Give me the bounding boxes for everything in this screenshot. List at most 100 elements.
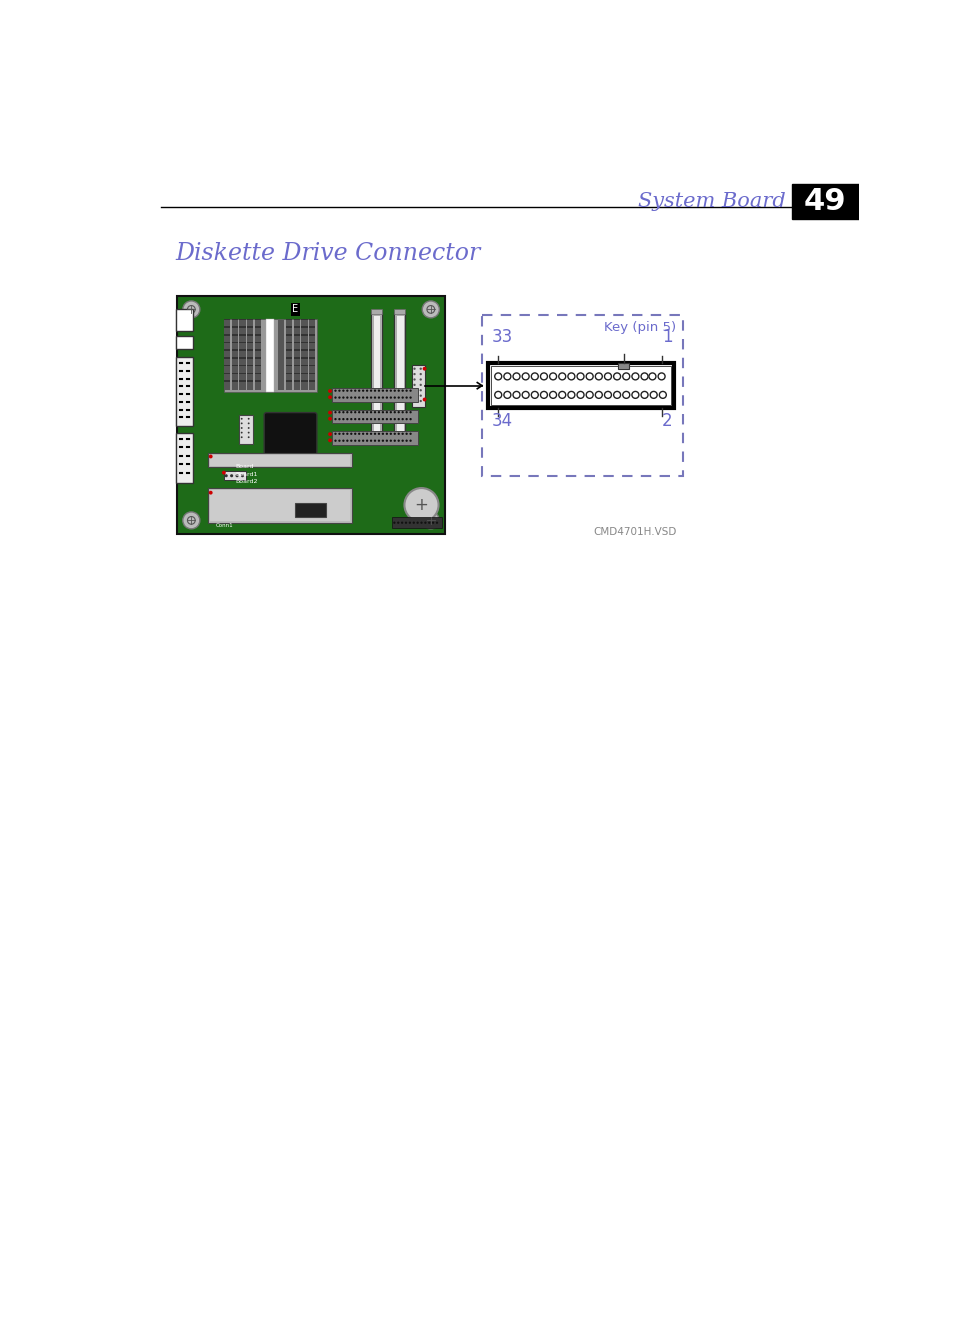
Circle shape <box>405 397 407 399</box>
Circle shape <box>224 474 228 477</box>
Circle shape <box>342 418 344 421</box>
Bar <box>239 342 245 343</box>
Circle shape <box>495 373 501 379</box>
Circle shape <box>334 440 336 442</box>
Bar <box>286 381 292 382</box>
Circle shape <box>401 418 403 421</box>
Circle shape <box>361 397 364 399</box>
Text: 2: 2 <box>661 411 672 430</box>
Bar <box>247 381 253 382</box>
Bar <box>488 363 674 407</box>
Bar <box>286 364 292 366</box>
Circle shape <box>346 390 348 391</box>
Circle shape <box>420 521 422 524</box>
Circle shape <box>604 373 611 379</box>
Bar <box>301 320 307 390</box>
Circle shape <box>595 373 601 379</box>
Circle shape <box>385 418 388 421</box>
Circle shape <box>354 433 356 436</box>
Circle shape <box>361 390 364 391</box>
Bar <box>254 334 261 335</box>
Circle shape <box>241 474 244 477</box>
Circle shape <box>381 440 384 442</box>
Circle shape <box>422 398 426 402</box>
Bar <box>254 381 261 382</box>
Circle shape <box>350 440 352 442</box>
Circle shape <box>350 418 352 421</box>
Circle shape <box>346 440 348 442</box>
Bar <box>278 320 284 390</box>
Circle shape <box>640 373 647 379</box>
Circle shape <box>401 433 403 436</box>
Circle shape <box>377 433 379 436</box>
Circle shape <box>613 391 620 398</box>
Bar <box>286 334 292 335</box>
Circle shape <box>394 440 395 442</box>
Bar <box>224 342 230 343</box>
Circle shape <box>346 433 348 436</box>
Circle shape <box>385 433 388 436</box>
Circle shape <box>577 391 583 398</box>
Circle shape <box>366 390 368 391</box>
Bar <box>309 327 315 328</box>
Bar <box>208 488 352 523</box>
Circle shape <box>338 418 340 421</box>
Bar <box>301 364 307 366</box>
Circle shape <box>531 373 537 379</box>
Bar <box>224 381 230 382</box>
Bar <box>239 350 245 351</box>
Bar <box>254 350 261 351</box>
Bar <box>481 315 682 477</box>
Bar <box>247 342 253 343</box>
Circle shape <box>419 367 421 370</box>
Circle shape <box>222 470 226 474</box>
Bar <box>232 358 237 359</box>
Circle shape <box>397 418 399 421</box>
Circle shape <box>436 521 437 524</box>
Circle shape <box>328 438 332 442</box>
Bar <box>239 358 245 359</box>
Bar <box>175 358 193 426</box>
Circle shape <box>604 391 611 398</box>
Bar <box>618 366 628 370</box>
Circle shape <box>385 440 388 442</box>
Circle shape <box>394 390 395 391</box>
Circle shape <box>374 440 375 442</box>
Bar <box>232 327 237 328</box>
Bar <box>294 504 326 517</box>
Circle shape <box>350 411 352 413</box>
Bar <box>791 184 858 220</box>
Circle shape <box>374 397 375 399</box>
Circle shape <box>248 431 250 434</box>
Bar <box>239 364 245 366</box>
Circle shape <box>366 411 368 413</box>
Bar <box>309 342 315 343</box>
Circle shape <box>648 373 656 379</box>
Bar <box>239 319 245 320</box>
Bar <box>239 415 253 444</box>
Circle shape <box>521 391 529 398</box>
Circle shape <box>409 440 412 442</box>
Bar <box>254 373 261 374</box>
Circle shape <box>531 391 537 398</box>
Circle shape <box>503 391 510 398</box>
Circle shape <box>567 391 575 398</box>
Circle shape <box>401 440 403 442</box>
Circle shape <box>404 521 407 524</box>
Bar <box>232 350 237 351</box>
Bar <box>395 315 403 434</box>
Bar <box>301 342 307 343</box>
Bar <box>210 489 350 521</box>
Circle shape <box>409 418 412 421</box>
Circle shape <box>389 397 392 399</box>
Bar <box>309 350 315 351</box>
Bar <box>254 358 261 359</box>
Circle shape <box>381 397 384 399</box>
Bar <box>177 296 444 535</box>
Circle shape <box>328 433 332 436</box>
Circle shape <box>419 378 421 381</box>
Circle shape <box>346 411 348 413</box>
Circle shape <box>400 521 403 524</box>
Text: System Board: System Board <box>638 192 785 212</box>
Text: 33: 33 <box>492 328 513 346</box>
